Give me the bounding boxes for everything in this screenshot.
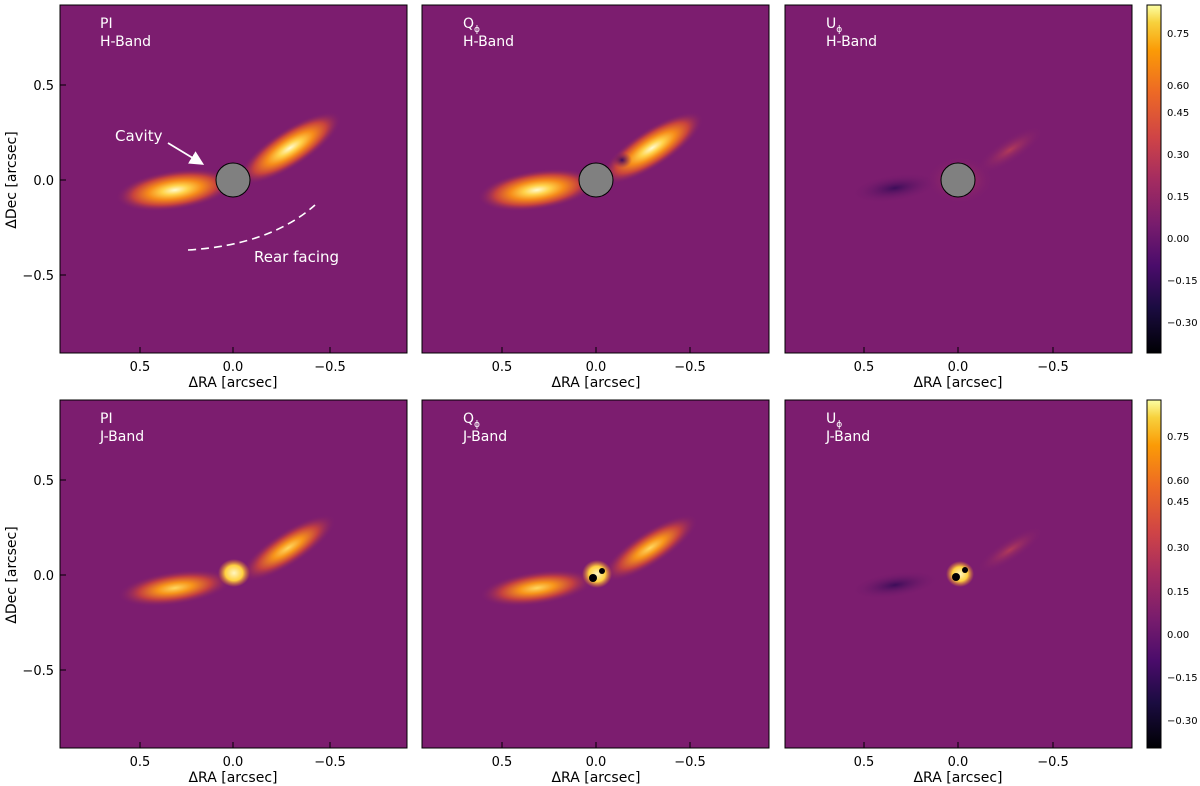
colorbar-tick: 0.15 bbox=[1167, 587, 1189, 598]
x-tick-label: −0.5 bbox=[314, 755, 346, 770]
central-residual bbox=[582, 560, 612, 588]
colorbar-tick: 0.45 bbox=[1167, 108, 1189, 119]
disk-lobe-east bbox=[479, 569, 595, 607]
central-residual bbox=[946, 561, 974, 587]
panel-h-uphi: Uϕ H-Band 0.5 0.0 −0.5 ΔRA [arcsec] bbox=[784, 4, 1133, 391]
x-tick-label: 0.5 bbox=[130, 755, 151, 770]
central-residual bbox=[218, 559, 250, 587]
panel-label: Qϕ bbox=[463, 411, 480, 430]
x-tick-label: 0.0 bbox=[223, 360, 244, 375]
y-tick-label: 0.5 bbox=[33, 474, 54, 489]
x-tick-label: 0.5 bbox=[492, 360, 513, 375]
residual-east bbox=[850, 172, 940, 204]
y-tick-label: 0.0 bbox=[33, 569, 54, 584]
colorbar bbox=[1146, 399, 1162, 749]
panel-j-uphi: Uϕ J-Band 0.5 0.0 −0.5 ΔRA [arcsec] bbox=[784, 399, 1133, 786]
x-tick-label: 0.0 bbox=[586, 755, 607, 770]
residual-west bbox=[975, 526, 1045, 574]
cavity-annotation: Cavity bbox=[115, 127, 163, 145]
colorbar-tick: 0.30 bbox=[1167, 150, 1189, 161]
colorbar-tick: 0.00 bbox=[1167, 630, 1189, 641]
colorbar-tick: 0.15 bbox=[1167, 192, 1189, 203]
colorbar-tick: −0.30 bbox=[1167, 318, 1198, 329]
panel-band: J-Band bbox=[825, 429, 870, 445]
panel-label: PI bbox=[100, 16, 113, 32]
central-residual-dark bbox=[962, 567, 968, 573]
panel-j-qphi: Qϕ J-Band 0.5 0.0 −0.5 ΔRA [arcsec] bbox=[421, 399, 770, 786]
x-axis-label: ΔRA [arcsec] bbox=[913, 375, 1002, 391]
colorbar-tick: 0.60 bbox=[1167, 81, 1189, 92]
central-residual-dark bbox=[589, 574, 597, 582]
colorbar-tick: 0.30 bbox=[1167, 543, 1189, 554]
colorbar bbox=[1146, 4, 1162, 354]
x-tick-label: −0.5 bbox=[1037, 755, 1069, 770]
x-tick-label: −0.5 bbox=[314, 360, 346, 375]
x-axis-label: ΔRA [arcsec] bbox=[551, 770, 640, 786]
x-tick-label: 0.5 bbox=[854, 360, 875, 375]
y-tick-label: −0.5 bbox=[22, 269, 54, 284]
panel-band: H-Band bbox=[100, 34, 151, 50]
residual-east bbox=[850, 570, 940, 600]
central-residual-dark bbox=[599, 568, 605, 574]
disk-lobe-east bbox=[477, 168, 597, 212]
colorbar-tick: −0.15 bbox=[1167, 673, 1198, 684]
x-axis-label: ΔRA [arcsec] bbox=[188, 375, 277, 391]
panel-band: J-Band bbox=[462, 429, 507, 445]
rear-facing-curve bbox=[187, 204, 316, 251]
panel-band: H-Band bbox=[463, 34, 514, 50]
x-tick-label: 0.5 bbox=[492, 755, 513, 770]
x-tick-label: −0.5 bbox=[674, 360, 706, 375]
coronagraph-mask bbox=[578, 162, 614, 198]
disk-lobe-west bbox=[238, 111, 342, 185]
panel-label: Qϕ bbox=[463, 16, 480, 35]
colorbar-tick: 0.75 bbox=[1167, 29, 1189, 40]
disk-lobe-west bbox=[602, 514, 698, 582]
colorbar-tick: −0.15 bbox=[1167, 276, 1198, 287]
x-axis-label: ΔRA [arcsec] bbox=[551, 375, 640, 391]
x-axis-label: ΔRA [arcsec] bbox=[913, 770, 1002, 786]
colorbar-tick: 0.45 bbox=[1167, 497, 1189, 508]
cavity-arrow bbox=[167, 142, 205, 165]
colorbar-top: 0.75 0.60 0.45 0.30 0.15 0.00 −0.15 −0.3… bbox=[1146, 4, 1198, 354]
y-tick-label: −0.5 bbox=[22, 664, 54, 679]
coronagraph-mask bbox=[940, 162, 976, 198]
x-tick-label: −0.5 bbox=[674, 755, 706, 770]
panel-label: Uϕ bbox=[826, 16, 842, 35]
colorbar-tick: 0.60 bbox=[1167, 476, 1189, 487]
x-tick-label: 0.0 bbox=[948, 755, 969, 770]
colorbar-tick: 0.00 bbox=[1167, 234, 1189, 245]
x-tick-label: 0.0 bbox=[948, 360, 969, 375]
panel-j-pi: PI J-Band 0.5 0.0 −0.5 ΔRA [arcsec] 0.5 … bbox=[4, 399, 408, 786]
residual-west bbox=[975, 126, 1045, 174]
disk-lobe-west bbox=[240, 514, 336, 582]
panel-h-qphi: Qϕ H-Band 0.5 0.0 −0.5 ΔRA [arcsec] bbox=[421, 4, 770, 391]
x-tick-label: 0.5 bbox=[854, 755, 875, 770]
colorbar-tick: 0.75 bbox=[1167, 432, 1189, 443]
colorbar-bottom: 0.75 0.60 0.45 0.30 0.15 0.00 −0.15 −0.3… bbox=[1146, 399, 1198, 749]
panel-band: H-Band bbox=[826, 34, 877, 50]
y-tick-label: 0.5 bbox=[33, 79, 54, 94]
panel-label: PI bbox=[100, 411, 113, 427]
disk-lobe-east bbox=[115, 168, 235, 212]
x-tick-label: 0.0 bbox=[223, 755, 244, 770]
x-tick-label: 0.5 bbox=[130, 360, 151, 375]
panel-band: J-Band bbox=[99, 429, 144, 445]
y-axis-label: ΔDec [arcsec] bbox=[4, 131, 20, 228]
rear-facing-annotation: Rear facing bbox=[254, 248, 339, 266]
y-axis-label: ΔDec [arcsec] bbox=[4, 526, 20, 623]
colorbar-tick: −0.30 bbox=[1167, 716, 1198, 727]
coronagraph-mask bbox=[215, 162, 251, 198]
central-residual-dark bbox=[952, 573, 960, 581]
x-tick-label: −0.5 bbox=[1037, 360, 1069, 375]
panel-label: Uϕ bbox=[826, 411, 842, 430]
x-tick-label: 0.0 bbox=[586, 360, 607, 375]
negative-feature bbox=[612, 152, 632, 168]
y-tick-label: 0.0 bbox=[33, 174, 54, 189]
panel-h-pi: PI H-Band Cavity Rear facing 0.5 0.0 −0.… bbox=[4, 4, 408, 391]
disk-lobe-east bbox=[117, 569, 233, 607]
x-axis-label: ΔRA [arcsec] bbox=[188, 770, 277, 786]
